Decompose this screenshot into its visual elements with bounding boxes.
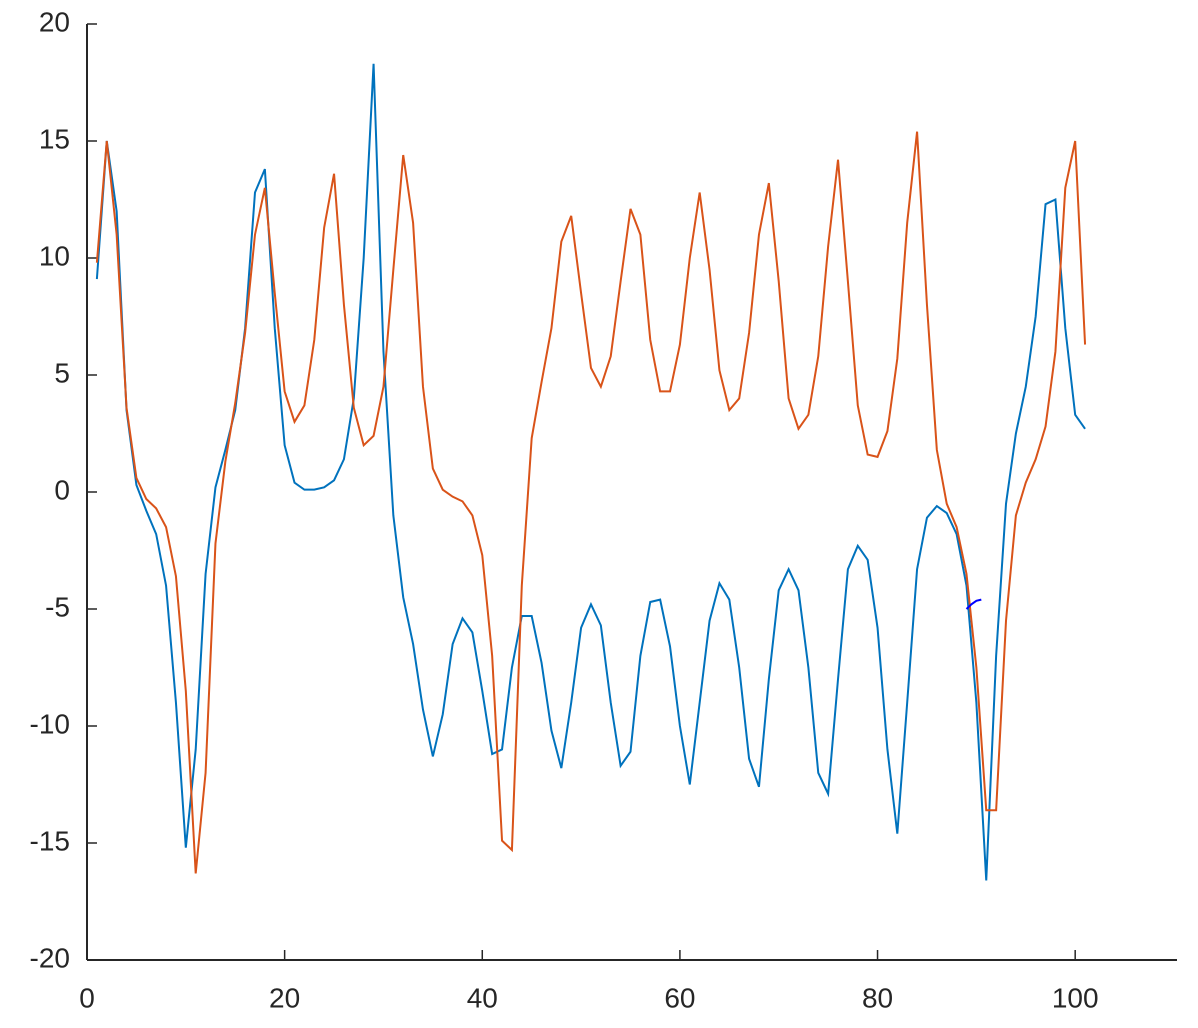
- x-tick-label: 0: [79, 982, 95, 1013]
- x-tick-label: 100: [1052, 982, 1099, 1013]
- x-tick-label: 80: [862, 982, 893, 1013]
- x-tick-label: 20: [269, 982, 300, 1013]
- y-tick-label: 20: [39, 6, 70, 37]
- y-tick-label: 5: [54, 357, 70, 388]
- y-tick-label: -5: [45, 591, 70, 622]
- y-tick-label: -15: [30, 825, 70, 856]
- x-tick-label: 60: [664, 982, 695, 1013]
- y-tick-label: -10: [30, 708, 70, 739]
- series-line: [95, 63, 1086, 881]
- y-tick-label: 0: [54, 474, 70, 505]
- y-tick-label: 15: [39, 123, 70, 154]
- series-line: [965, 598, 982, 610]
- y-tick-label: 10: [39, 240, 70, 271]
- series-line: [95, 131, 1087, 874]
- x-tick-label: 40: [467, 982, 498, 1013]
- y-tick-label: -20: [30, 942, 70, 973]
